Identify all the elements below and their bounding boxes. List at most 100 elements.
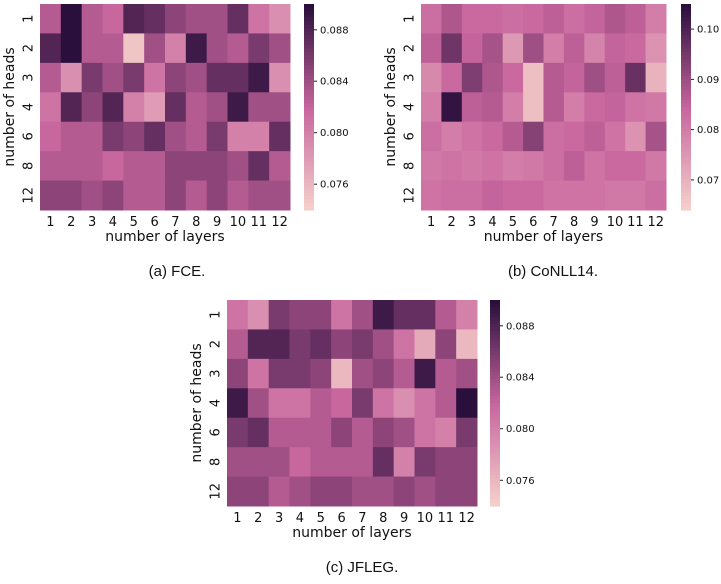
heatmap-cell xyxy=(206,180,228,211)
heatmap-cell xyxy=(206,4,228,34)
heatmap-cell xyxy=(227,388,249,419)
heatmap-cell xyxy=(584,180,606,211)
heatmap-cell xyxy=(60,92,83,123)
colorbar-segment xyxy=(681,110,691,115)
heatmap-cell xyxy=(523,180,544,211)
colorbar-tick-label: 0.084 xyxy=(320,77,349,88)
colorbar-segment xyxy=(681,96,691,101)
heatmap-cell xyxy=(81,151,103,182)
heatmap-cell xyxy=(123,92,145,123)
heatmap-cell xyxy=(81,62,103,93)
colorbar-segment xyxy=(490,499,500,504)
heatmap-cell xyxy=(247,447,270,478)
colorbar-segment xyxy=(681,141,691,146)
panel-caption: (a) FCE. xyxy=(149,263,206,280)
colorbar-segment xyxy=(304,58,314,63)
heatmap-cell xyxy=(461,121,483,152)
heatmap-cell xyxy=(372,417,395,448)
heatmap-cell xyxy=(372,329,395,360)
heatmap-cell xyxy=(185,62,208,93)
colorbar-segment xyxy=(490,310,500,315)
colorbar-segment xyxy=(490,382,500,387)
heatmap-cell xyxy=(393,417,415,448)
heatmap-cell xyxy=(441,151,463,182)
heatmap-cell xyxy=(60,62,83,93)
heatmap-cell xyxy=(331,447,353,478)
colorbar-segment xyxy=(304,21,314,26)
heatmap-cell xyxy=(435,476,457,507)
heatmap-cell xyxy=(543,4,565,34)
colorbar-segment xyxy=(681,148,691,153)
heatmap-cell xyxy=(441,33,463,64)
colorbar-segment xyxy=(304,38,314,43)
heatmap-cell xyxy=(435,300,457,330)
heatmap-cell xyxy=(102,180,124,211)
x-tick-label: 6 xyxy=(150,215,158,230)
colorbar-segment xyxy=(304,45,314,50)
heatmap-cell xyxy=(206,62,228,93)
colorbar-segment xyxy=(490,358,500,363)
colorbar-segment xyxy=(681,34,691,39)
heatmap-cell xyxy=(102,121,124,152)
colorbar-segment xyxy=(681,45,691,50)
colorbar-segment xyxy=(681,4,691,9)
heatmap-cell xyxy=(461,180,483,211)
heatmap-cell xyxy=(81,121,103,152)
heatmap-cell xyxy=(165,33,187,64)
colorbar-segment xyxy=(681,21,691,26)
colorbar-segment xyxy=(490,502,500,507)
heatmap-cell xyxy=(248,62,270,93)
heatmap-cell xyxy=(456,358,478,389)
colorbar-segment xyxy=(490,344,500,349)
heatmap-cell xyxy=(248,180,270,211)
heatmap-cell xyxy=(102,151,124,182)
heatmap-cell xyxy=(441,62,463,93)
x-tick-label: 3 xyxy=(88,215,96,230)
heatmap-cell xyxy=(247,329,270,360)
heatmap-cell xyxy=(227,92,249,123)
colorbar-segment xyxy=(304,165,314,170)
heatmap-cell xyxy=(393,476,415,507)
heatmap-cell xyxy=(227,447,249,478)
colorbar-segment xyxy=(490,475,500,480)
heatmap-cell xyxy=(604,151,626,182)
colorbar-segment xyxy=(681,158,691,163)
heatmap-cell xyxy=(247,300,270,330)
colorbar-segment xyxy=(304,55,314,60)
x-tick-label: 2 xyxy=(67,215,75,230)
y-axis-label: number of heads xyxy=(189,343,205,462)
heatmap-cell xyxy=(502,180,524,211)
y-tick-label: 8 xyxy=(402,162,417,170)
heatmap-cell xyxy=(268,329,290,360)
heatmap-cell xyxy=(185,33,208,64)
colorbar-segment xyxy=(490,471,500,476)
colorbar-segment xyxy=(304,117,314,122)
colorbar-segment xyxy=(490,457,500,462)
heatmap-cell xyxy=(563,4,585,34)
heatmap-cell xyxy=(269,180,291,211)
colorbar-segment xyxy=(304,185,314,190)
colorbar-segment xyxy=(681,41,691,46)
colorbar-segment xyxy=(681,175,691,180)
x-tick-label: 4 xyxy=(296,511,304,526)
heatmap-cell xyxy=(227,151,249,182)
heatmap-cell xyxy=(482,92,504,123)
colorbar-segment xyxy=(304,172,314,177)
colorbar-segment xyxy=(681,10,691,15)
colorbar-segment xyxy=(681,117,691,122)
colorbar-segment xyxy=(490,365,500,370)
heatmap-cell xyxy=(165,151,187,182)
x-tick-label: 9 xyxy=(400,511,408,526)
heatmap-cell xyxy=(393,329,415,360)
colorbar-segment xyxy=(490,409,500,414)
y-tick-label: 6 xyxy=(22,132,37,140)
colorbar-segment xyxy=(490,303,500,308)
colorbar-segment xyxy=(490,354,500,359)
x-tick-label: 1 xyxy=(46,215,54,230)
heatmap-cell xyxy=(393,388,415,419)
heatmap-cell xyxy=(352,476,374,507)
colorbar-segment xyxy=(490,416,500,421)
heatmap-cell xyxy=(165,92,187,123)
